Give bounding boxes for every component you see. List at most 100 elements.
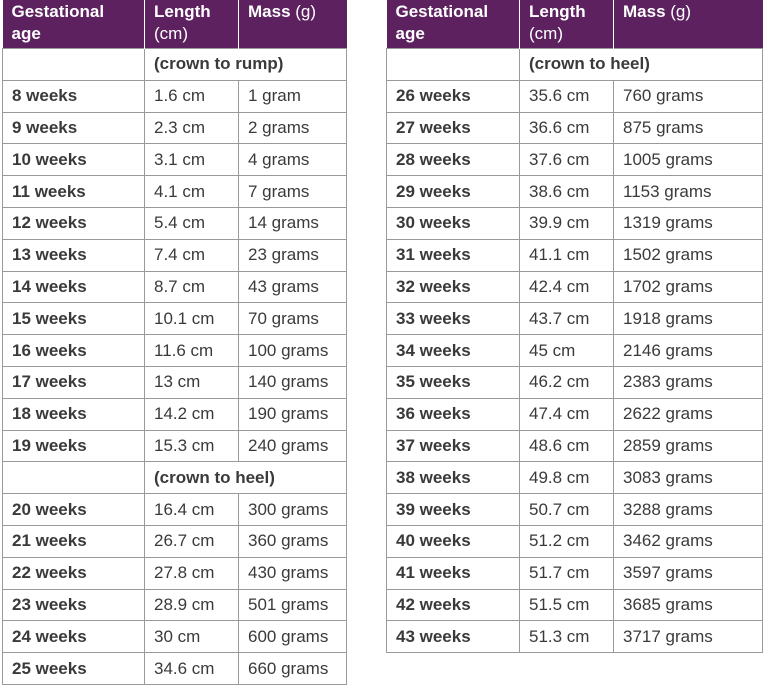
mass-cell: 501 grams bbox=[238, 588, 347, 622]
header-cell: Length (cm) bbox=[519, 0, 614, 49]
header-cell: Gestational age bbox=[2, 0, 145, 49]
mass-cell: 660 grams bbox=[238, 652, 347, 685]
table-row: 12 weeks 5.4 cm 14 grams bbox=[2, 206, 347, 240]
table-row: 28 weeks 37.6 cm 1005 grams bbox=[386, 143, 763, 177]
age-cell: 28 weeks bbox=[386, 143, 520, 177]
table-row: 20 weeks 16.4 cm 300 grams bbox=[2, 493, 347, 526]
length-cell: 11.6 cm bbox=[144, 334, 239, 367]
age-cell: 11 weeks bbox=[2, 175, 145, 208]
header-label: Gestational age bbox=[11, 2, 105, 43]
header-cell: Length (cm) bbox=[144, 0, 239, 49]
empty-cell bbox=[2, 461, 145, 495]
table-row: 24 weeks 30 cm 600 grams bbox=[2, 620, 347, 654]
table-row: 14 weeks 8.7 cm 43 grams bbox=[2, 270, 347, 304]
table-row: 25 weeks 34.6 cm 660 grams bbox=[2, 652, 347, 685]
age-cell: 22 weeks bbox=[2, 556, 145, 590]
header-unit: (cm) bbox=[154, 24, 188, 43]
length-cell: 51.2 cm bbox=[519, 524, 614, 558]
mass-cell: 4 grams bbox=[238, 143, 347, 177]
header-label: Length bbox=[529, 2, 586, 21]
header-row: Gestational age Length (cm) Mass (g) bbox=[2, 0, 347, 49]
table-row: 15 weeks 10.1 cm 70 grams bbox=[2, 302, 347, 336]
length-cell: 5.4 cm bbox=[144, 206, 239, 240]
length-cell: 47.4 cm bbox=[519, 397, 614, 431]
table-row: 39 weeks 50.7 cm 3288 grams bbox=[386, 493, 763, 526]
mass-cell: 3717 grams bbox=[613, 620, 763, 654]
length-cell: 50.7 cm bbox=[519, 493, 614, 526]
age-cell: 18 weeks bbox=[2, 397, 145, 431]
mass-cell: 3288 grams bbox=[613, 493, 763, 526]
length-cell: 51.3 cm bbox=[519, 620, 614, 654]
section-label: (crown to heel) bbox=[144, 461, 347, 495]
table-row: 19 weeks 15.3 cm 240 grams bbox=[2, 429, 347, 463]
table-row: 29 weeks 38.6 cm 1153 grams bbox=[386, 175, 763, 208]
header-label: Gestational age bbox=[395, 2, 489, 43]
header-cell: Gestational age bbox=[386, 0, 520, 49]
table-row: 41 weeks 51.7 cm 3597 grams bbox=[386, 556, 763, 590]
length-cell: 28.9 cm bbox=[144, 588, 239, 622]
length-cell: 15.3 cm bbox=[144, 429, 239, 463]
mass-cell: 600 grams bbox=[238, 620, 347, 654]
empty-cell bbox=[386, 48, 520, 81]
age-cell: 14 weeks bbox=[2, 270, 145, 304]
table-row: 22 weeks 27.8 cm 430 grams bbox=[2, 556, 347, 590]
age-cell: 17 weeks bbox=[2, 365, 145, 399]
length-cell: 51.7 cm bbox=[519, 556, 614, 590]
header-row: Gestational age Length (cm) Mass (g) bbox=[386, 0, 763, 49]
age-cell: 10 weeks bbox=[2, 143, 145, 177]
mass-cell: 1005 grams bbox=[613, 143, 763, 177]
table-row: 9 weeks 2.3 cm 2 grams bbox=[2, 111, 347, 145]
table-row: 35 weeks 46.2 cm 2383 grams bbox=[386, 365, 763, 399]
length-cell: 35.6 cm bbox=[519, 79, 614, 113]
length-cell: 13 cm bbox=[144, 365, 239, 399]
table-row: 31 weeks 41.1 cm 1502 grams bbox=[386, 238, 763, 272]
mass-cell: 1153 grams bbox=[613, 175, 763, 208]
length-cell: 26.7 cm bbox=[144, 524, 239, 558]
age-cell: 42 weeks bbox=[386, 588, 520, 622]
length-cell: 51.5 cm bbox=[519, 588, 614, 622]
age-cell: 13 weeks bbox=[2, 238, 145, 272]
age-cell: 33 weeks bbox=[386, 302, 520, 336]
table-row: 40 weeks 51.2 cm 3462 grams bbox=[386, 524, 763, 558]
age-cell: 20 weeks bbox=[2, 493, 145, 526]
length-cell: 10.1 cm bbox=[144, 302, 239, 336]
header-unit: (g) bbox=[295, 2, 317, 21]
mass-cell: 875 grams bbox=[613, 111, 763, 145]
growth-table: Gestational age Length (cm) Mass (g) (crown… bbox=[2, 0, 347, 685]
length-cell: 37.6 cm bbox=[519, 143, 614, 177]
length-cell: 27.8 cm bbox=[144, 556, 239, 590]
mass-cell: 1502 grams bbox=[613, 238, 763, 272]
mass-cell: 3597 grams bbox=[613, 556, 763, 590]
age-cell: 41 weeks bbox=[386, 556, 520, 590]
mass-cell: 430 grams bbox=[238, 556, 347, 590]
age-cell: 16 weeks bbox=[2, 334, 145, 367]
age-cell: 35 weeks bbox=[386, 365, 520, 399]
length-cell: 34.6 cm bbox=[144, 652, 239, 685]
age-cell: 12 weeks bbox=[2, 206, 145, 240]
table-row: 38 weeks 49.8 cm 3083 grams bbox=[386, 461, 763, 495]
header-cell: Mass (g) bbox=[238, 0, 347, 49]
mass-cell: 2859 grams bbox=[613, 429, 763, 463]
header-label: Mass bbox=[248, 2, 291, 21]
length-cell: 36.6 cm bbox=[519, 111, 614, 145]
length-cell: 3.1 cm bbox=[144, 143, 239, 177]
age-cell: 26 weeks bbox=[386, 79, 520, 113]
age-cell: 30 weeks bbox=[386, 206, 520, 240]
age-cell: 27 weeks bbox=[386, 111, 520, 145]
table-row: 17 weeks 13 cm 140 grams bbox=[2, 365, 347, 399]
section-label: (crown to heel) bbox=[519, 48, 763, 81]
table-row: 34 weeks 45 cm 2146 grams bbox=[386, 334, 763, 367]
header-label: Mass bbox=[623, 2, 666, 21]
length-cell: 4.1 cm bbox=[144, 175, 239, 208]
section-label: (crown to rump) bbox=[144, 48, 347, 81]
mass-cell: 1918 grams bbox=[613, 302, 763, 336]
length-cell: 49.8 cm bbox=[519, 461, 614, 495]
length-cell: 45 cm bbox=[519, 334, 614, 367]
table-row: 18 weeks 14.2 cm 190 grams bbox=[2, 397, 347, 431]
age-cell: 34 weeks bbox=[386, 334, 520, 367]
mass-cell: 140 grams bbox=[238, 365, 347, 399]
age-cell: 40 weeks bbox=[386, 524, 520, 558]
age-cell: 29 weeks bbox=[386, 175, 520, 208]
table-row: 33 weeks 43.7 cm 1918 grams bbox=[386, 302, 763, 336]
mass-cell: 100 grams bbox=[238, 334, 347, 367]
